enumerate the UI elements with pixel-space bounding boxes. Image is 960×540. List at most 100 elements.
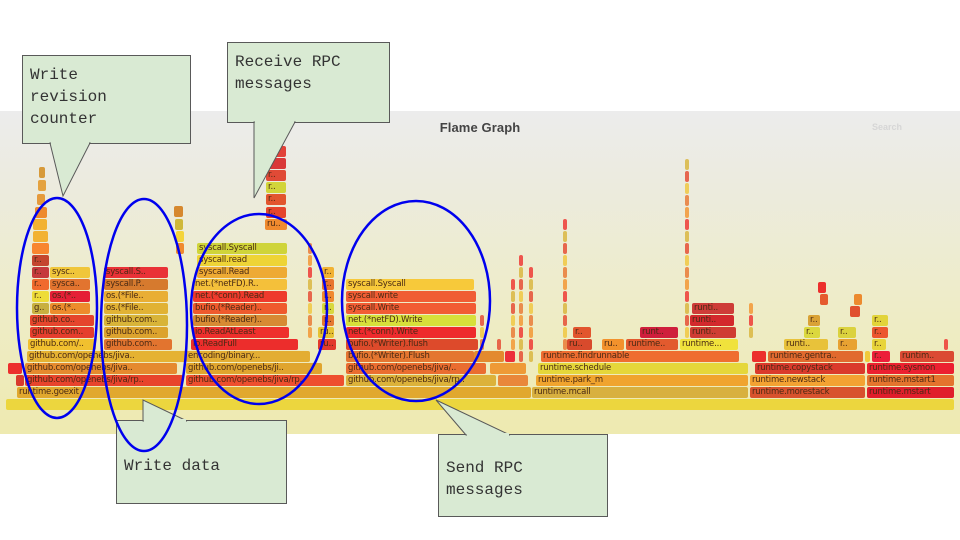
flame-frame[interactable]: ru.. — [318, 339, 336, 350]
flame-frame[interactable] — [32, 243, 49, 254]
flame-frame[interactable] — [511, 303, 515, 314]
flame-frame[interactable]: github.com/openebs/jiva/.. — [346, 363, 486, 374]
flame-frame[interactable]: r.. — [322, 303, 334, 314]
flame-frame[interactable] — [519, 255, 523, 266]
flame-frame[interactable]: ru.. — [602, 339, 624, 350]
flame-frame[interactable]: net.(*conn).Write — [346, 327, 476, 338]
flame-frame[interactable]: r.. — [266, 170, 286, 181]
flame-frame[interactable] — [685, 243, 689, 254]
flame-frame[interactable]: runtime.morestack — [750, 387, 865, 398]
flame-frame[interactable] — [511, 327, 515, 338]
flame-frame[interactable]: r.. — [32, 255, 49, 266]
flame-frame[interactable]: runtime.sysmon — [867, 363, 954, 374]
flame-frame[interactable]: r.. — [808, 315, 820, 326]
flame-frame[interactable]: github.co.. — [30, 315, 94, 326]
flame-frame[interactable] — [529, 291, 533, 302]
flame-frame[interactable] — [519, 279, 523, 290]
flame-frame[interactable]: syscall.Read — [197, 267, 287, 278]
flame-frame[interactable]: net.(*conn).Read — [193, 291, 287, 302]
flame-frame[interactable]: r.. — [872, 327, 888, 338]
flame-frame[interactable]: github.com/openebs/ji.. — [186, 363, 322, 374]
flame-frame[interactable]: github.com.. — [30, 327, 94, 338]
flame-frame[interactable]: bufio.(*Reader).. — [193, 303, 287, 314]
flame-frame[interactable] — [749, 303, 753, 314]
flame-frame[interactable]: runt.. — [640, 327, 678, 338]
flame-frame[interactable] — [850, 306, 860, 317]
flame-frame[interactable]: os.(*.. — [50, 291, 90, 302]
flame-frame[interactable]: github.com/.. — [28, 339, 96, 350]
flame-frame[interactable] — [563, 303, 567, 314]
flame-frame[interactable] — [685, 279, 689, 290]
flame-frame[interactable] — [529, 279, 533, 290]
flame-frame[interactable] — [497, 339, 501, 350]
flame-frame[interactable]: os.(*.. — [50, 303, 90, 314]
flame-frame[interactable]: r.. — [872, 315, 888, 326]
flame-frame[interactable]: github.com.. — [104, 339, 172, 350]
flame-frame[interactable] — [37, 194, 45, 205]
flame-frame[interactable] — [519, 351, 523, 362]
flame-frame[interactable] — [480, 315, 484, 326]
flame-frame[interactable] — [519, 303, 523, 314]
flame-frame[interactable]: syscall.Syscall — [346, 279, 474, 290]
flame-frame[interactable] — [268, 158, 286, 169]
flame-frame[interactable]: r.. — [266, 207, 286, 218]
flame-frame[interactable]: g.. — [32, 303, 49, 314]
flame-frame[interactable] — [308, 243, 312, 254]
flame-frame[interactable] — [685, 171, 689, 182]
flame-frame[interactable] — [563, 279, 567, 290]
flame-frame[interactable]: github.com/openebs/jiva.. — [25, 363, 177, 374]
flame-frame[interactable]: r.. — [322, 267, 334, 278]
flame-frame[interactable]: r.. — [32, 279, 49, 290]
flame-frame[interactable]: runtime.goexit — [17, 387, 531, 398]
flame-frame[interactable] — [511, 279, 515, 290]
flame-frame[interactable]: runti.. — [690, 315, 734, 326]
flame-frame[interactable] — [174, 206, 183, 217]
flame-frame[interactable] — [563, 219, 567, 230]
flame-frame[interactable] — [685, 231, 689, 242]
flame-frame[interactable] — [563, 255, 567, 266]
flame-frame[interactable] — [685, 195, 689, 206]
flame-frame[interactable] — [505, 351, 515, 362]
flame-frame[interactable] — [818, 282, 826, 293]
flame-frame[interactable] — [308, 327, 312, 338]
flame-frame[interactable]: runtime.copystack — [755, 363, 865, 374]
flame-frame[interactable]: ru.. — [318, 327, 334, 338]
flame-frame[interactable] — [175, 219, 183, 230]
flame-frame[interactable] — [519, 315, 523, 326]
flame-frame[interactable] — [563, 291, 567, 302]
flame-frame[interactable]: r.. — [32, 267, 49, 278]
flame-frame[interactable] — [519, 327, 523, 338]
flame-frame[interactable] — [685, 291, 689, 302]
flame-frame[interactable]: sysca.. — [50, 279, 90, 290]
flame-frame[interactable] — [752, 351, 766, 362]
flame-frame[interactable]: runtime.gentra.. — [768, 351, 863, 362]
flame-frame[interactable] — [33, 231, 48, 242]
flame-frame[interactable] — [6, 399, 954, 410]
flame-frame[interactable] — [16, 375, 24, 386]
flame-frame[interactable]: r.. — [32, 291, 49, 302]
flame-frame[interactable] — [749, 315, 753, 326]
flame-frame[interactable]: r.. — [573, 327, 591, 338]
flame-frame[interactable] — [498, 375, 528, 386]
flame-frame[interactable] — [529, 267, 533, 278]
flame-frame[interactable] — [529, 303, 533, 314]
flame-frame[interactable]: ru.. — [567, 339, 592, 350]
flame-frame[interactable] — [38, 180, 46, 191]
flame-frame[interactable] — [529, 315, 533, 326]
flame-frame[interactable] — [39, 167, 45, 178]
flame-frame[interactable]: github.com/openebs/jiva/rp.. — [186, 375, 344, 386]
flame-frame[interactable]: runti.. — [690, 327, 736, 338]
flame-frame[interactable] — [490, 363, 526, 374]
flame-frame[interactable] — [308, 291, 312, 302]
flame-frame[interactable]: r.. — [322, 291, 334, 302]
flame-frame[interactable]: runtime.park_m — [536, 375, 748, 386]
flame-frame[interactable]: bufio.(*Reader).. — [193, 315, 287, 326]
flame-frame[interactable]: runtime.mcall — [532, 387, 748, 398]
flame-frame[interactable] — [865, 351, 870, 362]
flame-frame[interactable] — [480, 339, 484, 350]
flame-frame[interactable]: os.(*File.. — [104, 303, 168, 314]
flame-frame[interactable] — [749, 327, 753, 338]
flame-frame[interactable] — [685, 327, 689, 338]
flame-frame[interactable]: runtime.newstack — [750, 375, 865, 386]
flame-frame[interactable] — [519, 291, 523, 302]
